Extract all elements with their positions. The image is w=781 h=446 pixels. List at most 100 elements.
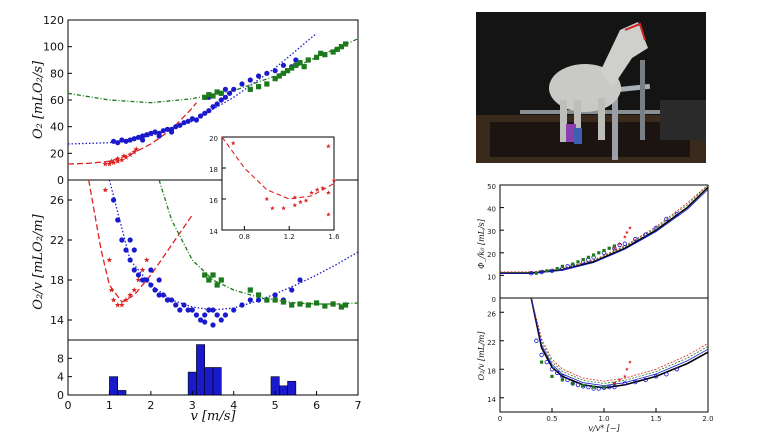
inset-frame — [221, 136, 335, 231]
right-top-frame — [499, 184, 709, 299]
data-point-circle — [226, 90, 233, 96]
left-bottom-xtick-label: 7 — [355, 399, 362, 412]
data-point-star — [121, 153, 127, 159]
data-point-circle — [164, 126, 171, 132]
data-point-star — [625, 367, 629, 371]
data-point-square — [330, 301, 336, 307]
right-top-panel: 0 10 20 30 40 50 Φ_/k₀ [mL/s] — [477, 183, 709, 304]
fit-line-green — [500, 184, 709, 273]
data-point-square — [342, 41, 349, 47]
data-point-circle — [202, 312, 208, 318]
data-point-star — [123, 297, 129, 303]
data-point-square — [284, 68, 291, 74]
data-point-square — [206, 277, 212, 283]
left-bottom-ytick-label: 0 — [57, 389, 64, 402]
data-point-square — [612, 244, 616, 248]
data-point-circle — [664, 372, 669, 377]
data-point-star — [102, 161, 109, 167]
left-bottom-xtick-label: 4 — [230, 399, 237, 412]
data-point-circle — [565, 264, 570, 269]
histogram-bars — [109, 344, 297, 396]
right-bottom-xticks: 0 0.5 1.0 1.5 2.0 — [498, 408, 714, 423]
left-top-ytick-label: 80 — [50, 67, 64, 80]
data-point-square — [210, 93, 216, 99]
data-point-circle — [202, 319, 208, 325]
data-point-circle — [218, 317, 224, 323]
data-point-circle — [575, 382, 581, 388]
fit-line-blue — [500, 189, 709, 274]
data-point-square — [602, 385, 606, 389]
fit-line-green — [530, 297, 709, 384]
left-top-points — [102, 41, 349, 167]
data-point-circle — [152, 129, 158, 135]
data-point-star — [628, 360, 632, 364]
data-point-circle — [160, 128, 166, 134]
inset-xtick-label: 0.8 — [239, 233, 250, 241]
data-point-star — [292, 195, 298, 200]
data-point-circle — [119, 237, 125, 243]
left-bottom-xtick-label: 5 — [272, 399, 279, 412]
data-point-circle — [231, 86, 237, 92]
fit-line-green — [67, 38, 359, 104]
left-top-ytick-label: 40 — [50, 121, 64, 134]
right-bottom-points — [534, 338, 679, 391]
data-point-circle — [173, 302, 179, 308]
data-point-circle — [139, 133, 146, 139]
data-point-circle — [131, 136, 137, 142]
left-top-ytick-label: 0 — [57, 174, 64, 187]
inset-xtick-label: 1.6 — [328, 233, 340, 241]
data-point-circle — [168, 129, 175, 135]
histogram-bar — [196, 344, 206, 396]
left-bottom-xlabel: v [m/s] — [191, 409, 237, 424]
left-bottom-xtick-label: 3 — [189, 399, 196, 412]
data-point-circle — [164, 297, 171, 303]
data-point-star — [119, 157, 125, 163]
data-point-square — [206, 92, 212, 98]
data-point-circle — [135, 134, 142, 140]
data-point-circle — [115, 217, 121, 223]
data-point-star — [617, 378, 622, 382]
left-bottom-xticks: 0 1 2 3 4 5 6 7 — [65, 391, 362, 412]
data-point-square — [313, 54, 320, 60]
data-point-circle — [289, 287, 295, 293]
data-point-square — [545, 269, 549, 273]
data-point-circle — [177, 122, 183, 128]
data-point-square — [218, 90, 224, 96]
data-point-square — [264, 81, 270, 87]
data-point-star — [230, 140, 236, 146]
data-point-circle — [612, 384, 617, 390]
data-point-star — [622, 235, 627, 239]
left-top-ylabel: O₂ [mLO₂/s] — [31, 60, 46, 139]
data-point-star — [281, 205, 286, 211]
inset-fit — [221, 136, 335, 200]
histogram-bar — [212, 367, 222, 396]
data-point-square — [293, 62, 299, 68]
data-point-square — [592, 385, 596, 389]
data-point-square — [280, 299, 287, 305]
left-bottom-yticks: 0 4 8 — [57, 352, 72, 402]
left-mid-ytick-label: 14 — [50, 314, 64, 327]
data-point-square — [289, 302, 295, 308]
data-point-circle — [633, 237, 638, 242]
left-bottom-ytick-label: 4 — [57, 371, 64, 384]
data-point-circle — [210, 322, 216, 328]
data-point-square — [571, 381, 575, 386]
right-bottom-ytick-label: 18 — [487, 367, 496, 375]
data-point-square — [280, 70, 287, 76]
left-top-panel: 0 20 40 60 80 100 120 O₂ [mLO₂/s] — [31, 14, 359, 187]
data-point-square — [297, 301, 303, 307]
data-point-circle — [280, 62, 287, 68]
left-top-ytick-label: 120 — [43, 14, 64, 27]
data-point-circle — [202, 110, 208, 116]
data-point-circle — [544, 359, 549, 365]
data-point-square — [214, 89, 220, 95]
inset-ytick-label: 14 — [209, 228, 218, 236]
data-point-star — [612, 381, 617, 386]
data-point-circle — [565, 377, 570, 383]
data-point-circle — [214, 312, 220, 318]
data-point-circle — [210, 104, 216, 110]
data-point-star — [320, 185, 326, 191]
right-bottom-xtick-label: 1.0 — [598, 415, 609, 423]
data-point-circle — [643, 377, 648, 383]
